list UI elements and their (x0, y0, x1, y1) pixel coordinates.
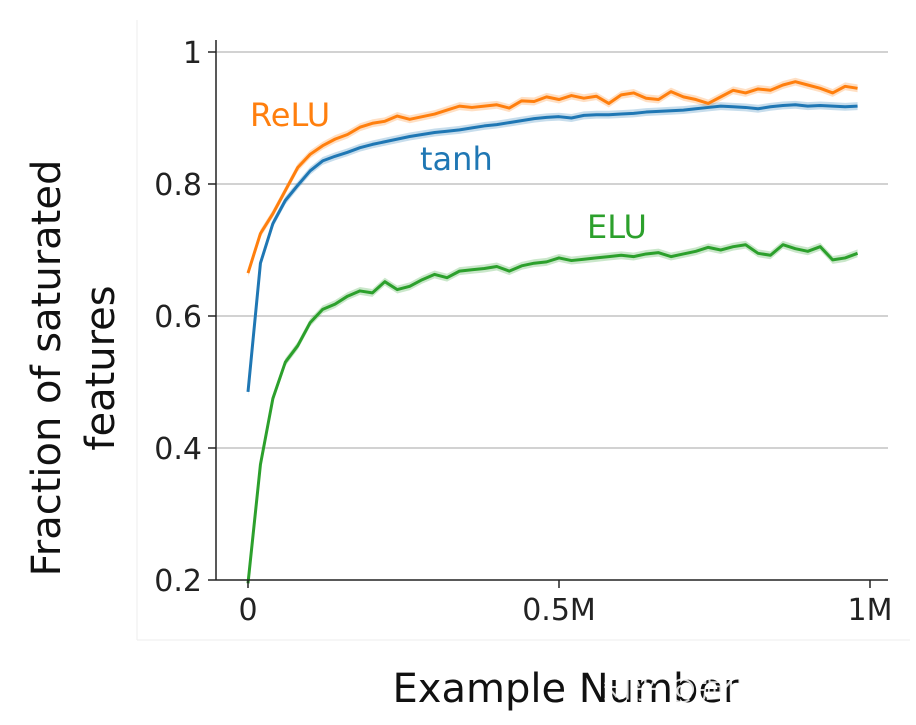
y-ticks: 0.2 0.4 0.6 0.8 1 (154, 36, 216, 599)
line-tanh (246, 103, 858, 393)
watermark-text: 知乎 @强化学习实验室 (603, 672, 892, 705)
x-tick-label-2: 1M (848, 593, 893, 628)
y-axis-label-line-2: features (78, 285, 124, 450)
band-tanh (248, 100, 858, 396)
x-axis-label: Example Number (393, 666, 740, 712)
y-tick-label-0: 0.2 (154, 564, 202, 599)
x-ticks: 0 0.5M 1M (238, 580, 892, 628)
points-relu (247, 81, 858, 274)
x-tick-label-1: 0.5M (522, 593, 596, 628)
y-axis-label: Fraction of saturated features (24, 160, 124, 577)
band-elu (248, 240, 858, 588)
y-tick-label-1: 0.4 (154, 432, 202, 467)
points-elu (247, 244, 858, 584)
gridlines (216, 51, 888, 449)
series-lines (246, 80, 859, 584)
y-axis-label-line-1: Fraction of saturated (24, 160, 70, 577)
y-tick-label-4: 1 (183, 36, 202, 71)
axes (215, 40, 888, 581)
series-label-tanh: tanh (420, 140, 493, 178)
plot-frame (136, 20, 910, 641)
series-label-relu: ReLU (250, 96, 330, 134)
y-tick-label-2: 0.6 (154, 300, 202, 335)
series-label-elu: ELU (587, 208, 647, 246)
points-tanh (247, 104, 858, 392)
y-tick-label-3: 0.8 (154, 168, 202, 203)
line-elu (246, 243, 859, 584)
x-tick-label-0: 0 (238, 593, 257, 628)
line-relu (246, 80, 858, 274)
